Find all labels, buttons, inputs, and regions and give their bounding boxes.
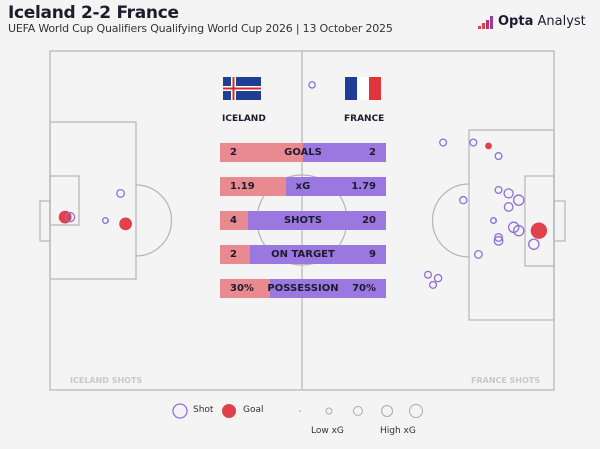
logo-bold: Opta	[498, 14, 534, 29]
opta-logo: Opta Analyst	[478, 14, 586, 29]
legend-xg-1	[299, 410, 301, 412]
france-shot-mark	[423, 270, 433, 279]
stat-label: SHOTS	[283, 215, 323, 226]
logo-icon	[478, 15, 494, 29]
home-share-fill	[220, 211, 248, 230]
home-goal	[39, 200, 51, 242]
home-value: 1.19	[230, 181, 255, 192]
france-shot-mark	[469, 138, 478, 147]
legend-xg-5	[409, 404, 423, 418]
france-shot-mark	[494, 185, 503, 195]
home-value: 2	[230, 249, 237, 260]
away-value: 20	[362, 215, 376, 226]
stat-bar-goals: 2 GOALS 2	[220, 143, 386, 162]
legend-shot-icon	[172, 403, 188, 419]
france-shot-mark	[494, 233, 503, 242]
france-shot-mark	[493, 235, 504, 246]
stat-bar-on-target: 2 ON TARGET 9	[220, 245, 386, 264]
page-title: Iceland 2-2 France	[8, 3, 179, 23]
france-shot-mark	[473, 249, 483, 259]
france-flag-icon	[345, 77, 381, 100]
france-shot-mark	[512, 194, 525, 206]
iceland-shot-mark	[116, 188, 125, 198]
home-value: 30%	[230, 283, 254, 294]
away-value: 70%	[352, 283, 376, 294]
france-goal-mark	[530, 222, 548, 239]
france-shot-mark	[512, 224, 525, 237]
france-shot-mark	[503, 202, 514, 212]
home-share-fill	[220, 245, 250, 264]
away-value: 9	[369, 249, 376, 260]
iceland-shot-mark	[64, 211, 76, 223]
logo-rest: Analyst	[537, 14, 586, 29]
france-shot-mark	[494, 152, 503, 161]
france-shot-mark	[429, 280, 438, 289]
legend-xg-2	[325, 407, 333, 415]
stat-label: ON TARGET	[271, 249, 335, 260]
france-shot-mark	[503, 188, 514, 199]
away-penalty-arc	[431, 183, 470, 258]
home-share-fill	[220, 177, 287, 196]
away-value: 2	[369, 147, 376, 158]
stat-bar-possession: 30% POSSESSION 70%	[220, 279, 386, 298]
iceland-flag-icon	[223, 77, 261, 100]
iceland-goal-mark	[119, 217, 132, 231]
home-penalty-arc	[135, 184, 173, 257]
home-shots-label: ICELAND SHOTS	[70, 376, 143, 385]
stat-label: POSSESSION	[267, 283, 339, 294]
away-team-name: FRANCE	[344, 114, 385, 124]
away-six-yard-box	[524, 175, 555, 267]
stat-bar-xg: 1.19 xG 1.79	[220, 177, 386, 196]
france-shot-mark	[439, 138, 448, 147]
page-subtitle: UEFA World Cup Qualifiers Qualifying Wor…	[8, 22, 393, 35]
home-share-fill	[220, 143, 303, 162]
legend-shot-label: Shot	[193, 405, 214, 415]
legend-goal-label: Goal	[243, 405, 264, 415]
legend-high-xg: High xG	[380, 426, 416, 436]
france-shot-mark	[459, 195, 468, 205]
home-team-name: ICELAND	[222, 114, 266, 124]
france-shot-mark	[490, 217, 497, 224]
legend-xg-4	[381, 405, 393, 417]
france-shot-mark	[433, 273, 443, 283]
stat-label: GOALS	[284, 147, 322, 158]
france-shot-mark	[308, 81, 316, 89]
away-shots-label: FRANCE SHOTS	[471, 376, 541, 385]
stat-bar-shots: 4 SHOTS 20	[220, 211, 386, 230]
away-goal	[553, 200, 566, 242]
legend-goal-icon	[222, 404, 236, 418]
home-penalty-box	[49, 121, 137, 280]
legend-marks	[172, 403, 423, 419]
home-value: 4	[230, 215, 237, 226]
iceland-shot-mark	[101, 217, 109, 224]
home-value: 2	[230, 147, 237, 158]
legend-low-xg: Low xG	[311, 426, 344, 436]
france-shot-mark	[528, 238, 540, 250]
france-goal-mark	[485, 142, 492, 150]
home-share-fill	[220, 279, 270, 298]
stat-label: xG	[295, 181, 311, 192]
away-value: 1.79	[351, 181, 376, 192]
legend-xg-3	[353, 406, 363, 416]
